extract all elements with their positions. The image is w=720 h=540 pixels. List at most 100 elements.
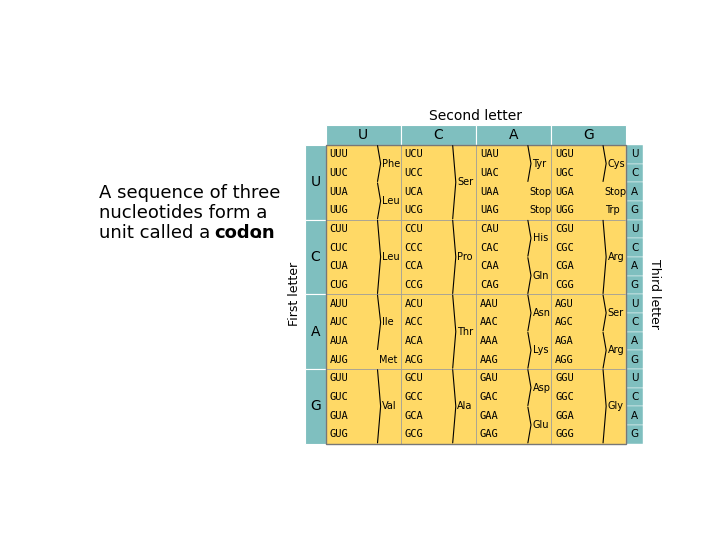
Text: GAC: GAC [480, 392, 498, 402]
Text: UGG: UGG [555, 205, 574, 215]
Text: UAA: UAA [480, 186, 498, 197]
Text: GCU: GCU [405, 373, 423, 383]
Bar [626, 425, 644, 444]
Text: C: C [310, 250, 320, 264]
Text: ACA: ACA [405, 336, 423, 346]
Bar [626, 332, 644, 350]
Text: U: U [631, 373, 639, 383]
Bar [626, 350, 644, 369]
Text: ACG: ACG [405, 355, 423, 365]
Text: CUU: CUU [330, 224, 348, 234]
Text: GGG: GGG [555, 429, 574, 440]
Text: G: G [631, 355, 639, 365]
Bar [626, 220, 644, 238]
Text: Lys: Lys [533, 345, 548, 355]
Text: CCA: CCA [405, 261, 423, 271]
Bar [626, 257, 644, 275]
Bar [401, 145, 476, 220]
Bar [476, 145, 551, 220]
Text: Leu: Leu [382, 196, 400, 206]
Text: C: C [631, 168, 639, 178]
Text: C: C [631, 392, 639, 402]
Bar [626, 275, 644, 294]
Text: AUC: AUC [330, 318, 348, 327]
Text: UGC: UGC [555, 168, 574, 178]
Bar [626, 164, 644, 182]
Text: CGC: CGC [555, 242, 574, 253]
Text: AUU: AUU [330, 299, 348, 308]
Text: U: U [631, 224, 639, 234]
Text: CCG: CCG [405, 280, 423, 290]
Text: Met: Met [379, 355, 397, 365]
Text: G: G [631, 280, 639, 290]
Text: U: U [631, 299, 639, 308]
Text: Ser: Ser [608, 308, 624, 318]
Text: CGG: CGG [555, 280, 574, 290]
Text: Thr: Thr [457, 327, 474, 336]
Bar [626, 406, 644, 425]
Bar [626, 145, 644, 164]
Text: ACU: ACU [405, 299, 423, 308]
Text: A sequence of three: A sequence of three [99, 184, 281, 202]
Text: Gly: Gly [608, 401, 624, 411]
Text: Ala: Ala [457, 401, 473, 411]
Text: GUC: GUC [330, 392, 348, 402]
Text: Tyr: Tyr [533, 159, 546, 168]
Text: AAA: AAA [480, 336, 498, 346]
Text: AUA: AUA [330, 336, 348, 346]
Text: A: A [631, 410, 639, 421]
Text: A: A [631, 336, 639, 346]
Bar [401, 125, 476, 145]
Text: GAU: GAU [480, 373, 498, 383]
Text: UCC: UCC [405, 168, 423, 178]
Text: G: G [583, 128, 594, 142]
Text: First letter: First letter [288, 262, 301, 326]
Text: CAC: CAC [480, 242, 498, 253]
Text: GAA: GAA [480, 410, 498, 421]
Text: AGU: AGU [555, 299, 574, 308]
Text: GCA: GCA [405, 410, 423, 421]
Text: UUC: UUC [330, 168, 348, 178]
Bar [305, 369, 325, 444]
Bar [325, 369, 401, 444]
Text: UUU: UUU [330, 149, 348, 159]
Text: A: A [631, 186, 639, 197]
Text: G: G [631, 205, 639, 215]
Text: GCG: GCG [405, 429, 423, 440]
Text: UAG: UAG [480, 205, 498, 215]
Text: G: G [631, 429, 639, 440]
Bar [325, 220, 401, 294]
Text: UAU: UAU [480, 149, 498, 159]
Text: Stop: Stop [605, 186, 626, 197]
Bar [551, 145, 626, 220]
Text: Ser: Ser [457, 177, 474, 187]
Text: Ile: Ile [382, 318, 394, 327]
Text: Third letter: Third letter [648, 259, 661, 329]
Text: Arg: Arg [608, 252, 624, 262]
Text: UAC: UAC [480, 168, 498, 178]
Text: C: C [433, 128, 444, 142]
Text: Trp: Trp [605, 205, 619, 215]
Text: CGA: CGA [555, 261, 574, 271]
Bar [626, 182, 644, 201]
Text: Pro: Pro [457, 252, 473, 262]
Text: Asn: Asn [533, 308, 551, 318]
Text: UGA: UGA [555, 186, 574, 197]
Bar [551, 369, 626, 444]
Text: UUG: UUG [330, 205, 348, 215]
Bar [305, 145, 325, 220]
Text: AUG: AUG [330, 355, 348, 365]
Text: AAU: AAU [480, 299, 498, 308]
Text: UCA: UCA [405, 186, 423, 197]
Bar [401, 294, 476, 369]
Text: AAC: AAC [480, 318, 498, 327]
Bar [551, 125, 626, 145]
Text: Second letter: Second letter [429, 109, 523, 123]
Text: A: A [311, 325, 320, 339]
Text: nucleotides form a: nucleotides form a [99, 204, 268, 222]
Text: Arg: Arg [608, 345, 624, 355]
Text: Cys: Cys [608, 159, 626, 168]
Bar [476, 294, 551, 369]
Text: GGA: GGA [555, 410, 574, 421]
Text: GGC: GGC [555, 392, 574, 402]
